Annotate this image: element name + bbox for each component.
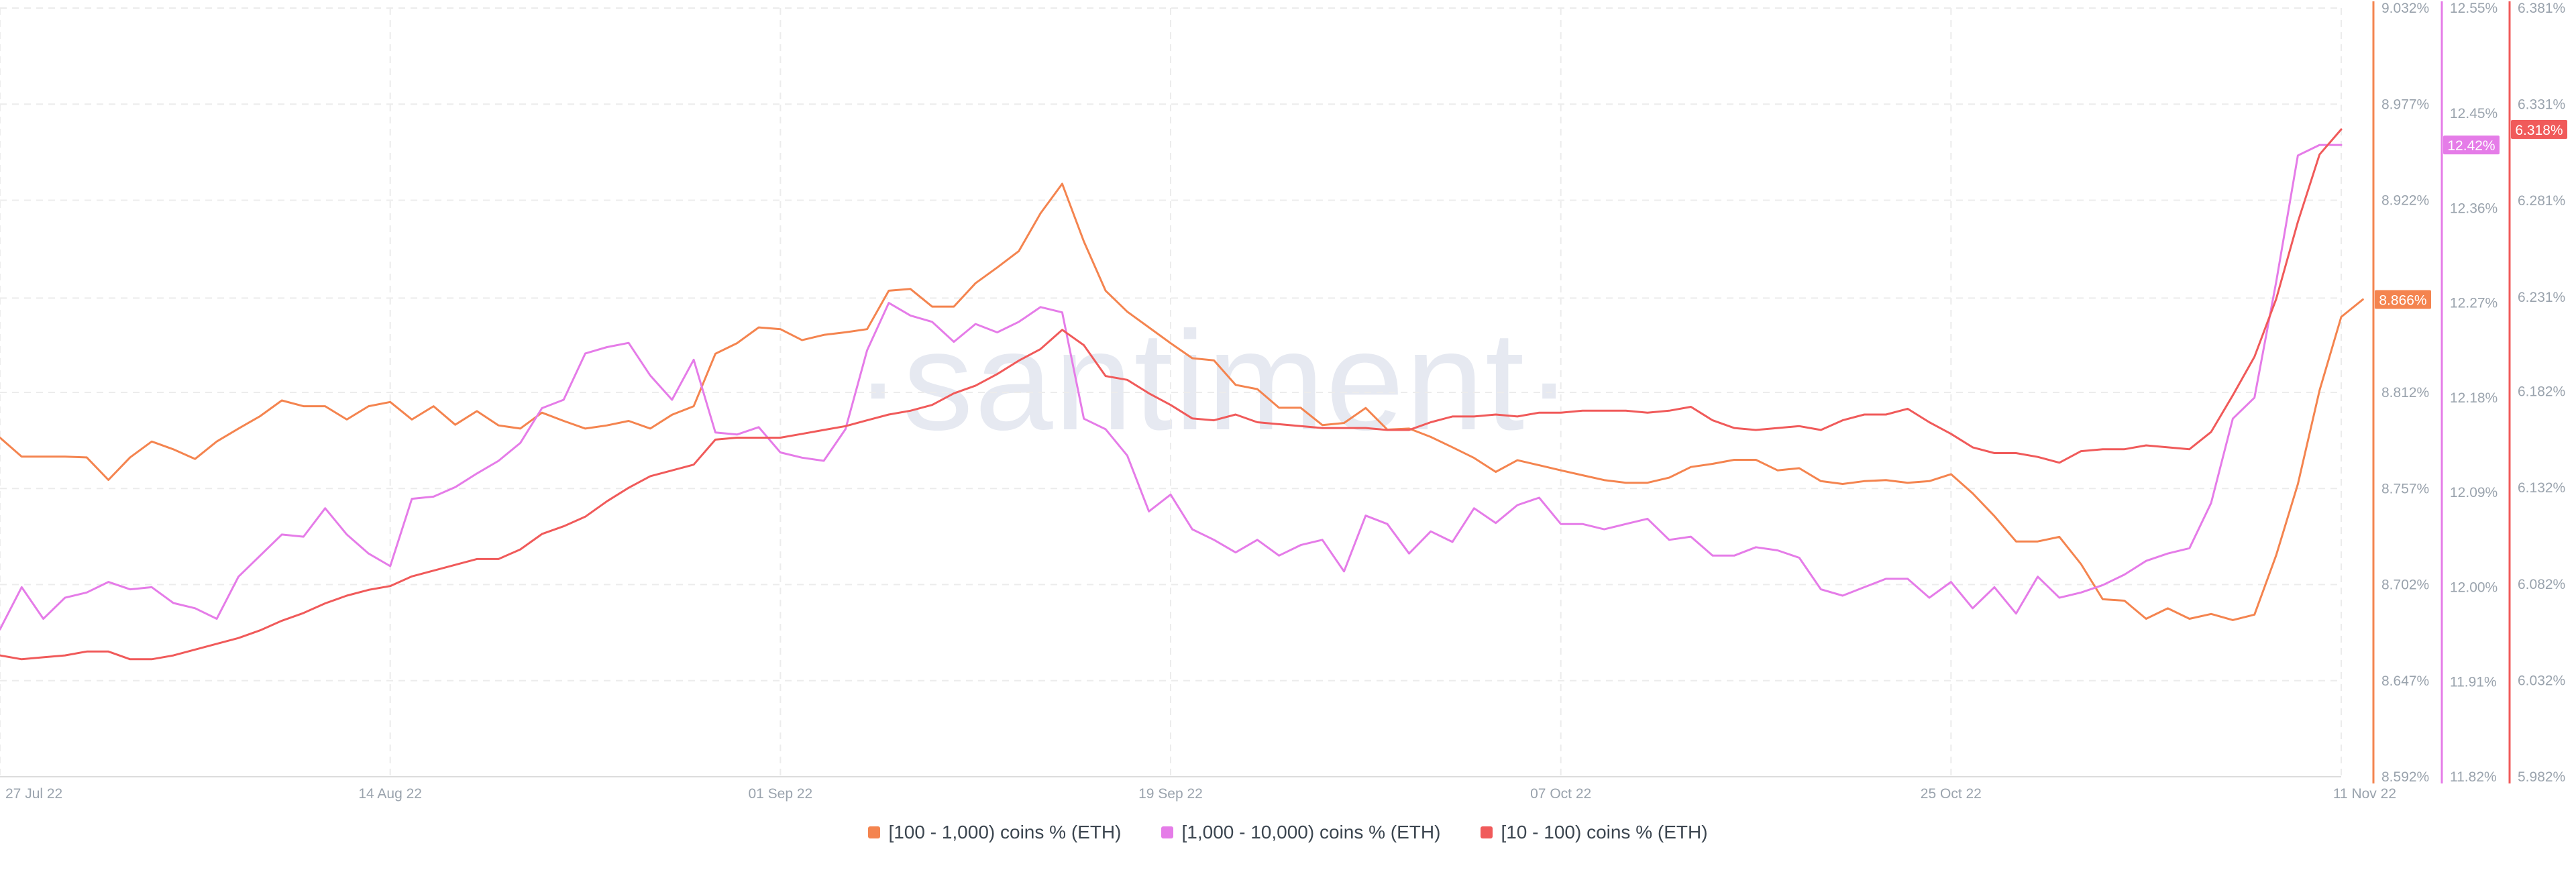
y-tick-label-3: 6.381% <box>2518 1 2565 16</box>
series-line-3[interactable] <box>0 128 2343 661</box>
series-line-2[interactable] <box>0 144 2343 631</box>
y-tick-label-2: 12.00% <box>2450 580 2498 595</box>
y-tick-label-2: 12.45% <box>2450 106 2498 121</box>
y-tick-label-3: 5.982% <box>2518 769 2565 785</box>
current-value-badges: 8.866% 12.42% 6.318% <box>2375 119 2567 309</box>
current-value-badge-1: 8.866% <box>2375 290 2431 309</box>
y-tick-label-3: 6.032% <box>2518 673 2565 688</box>
series <box>0 128 2364 661</box>
y-tick-label-3: 6.331% <box>2518 97 2565 113</box>
y-tick-label-2: 12.27% <box>2450 296 2498 311</box>
current-value-badge-3: 6.318% <box>2511 119 2567 139</box>
y-tick-label-2: 12.18% <box>2450 390 2498 406</box>
x-tick-label: 07 Oct 22 <box>1530 786 1591 802</box>
y-tick-label-1: 8.977% <box>2381 97 2429 112</box>
legend-label: [100 - 1,000) coins % (ETH) <box>888 822 1122 842</box>
series-line-1[interactable] <box>0 182 2364 621</box>
x-tick-label: 19 Sep 22 <box>1138 786 1203 802</box>
grid <box>0 7 2342 777</box>
watermark: ·santiment· <box>855 302 1574 459</box>
y-tick-label-1: 8.592% <box>2381 769 2429 785</box>
y-tick-label-3: 6.182% <box>2518 384 2565 400</box>
y-tick-label-2: 11.91% <box>2450 675 2497 690</box>
x-tick-label: 11 Nov 22 <box>2333 786 2396 802</box>
svg-text:8.866%: 8.866% <box>2379 292 2426 308</box>
y-tick-label-3: 6.281% <box>2518 193 2565 209</box>
y-tick-label-3: 6.231% <box>2518 290 2565 305</box>
y-tick-label-1: 9.032% <box>2381 1 2429 16</box>
legend-swatch <box>1481 826 1493 838</box>
x-tick-label: 14 Aug 22 <box>358 786 422 802</box>
y-tick-label-1: 8.922% <box>2381 193 2429 209</box>
y-tick-label-2: 12.55% <box>2450 1 2498 16</box>
y-axes: 8.592% 8.647% 8.702% 8.757% 8.812% 8.922% 8.97… <box>2372 1 2565 785</box>
legend-label: [10 - 100) coins % (ETH) <box>1501 822 1708 842</box>
legend-item-1[interactable]: [100 - 1,000) coins % (ETH) <box>868 822 1121 843</box>
y-tick-label-3: 6.082% <box>2518 577 2565 592</box>
y-tick-label-1: 8.757% <box>2381 481 2429 496</box>
x-tick-label: 27 Jul 22 <box>5 786 62 802</box>
y-tick-label-1: 8.702% <box>2381 578 2429 593</box>
legend-swatch <box>1161 826 1174 838</box>
legend-swatch <box>868 826 881 838</box>
x-tick-label: 01 Sep 22 <box>748 786 812 802</box>
legend-label: [1,000 - 10,000) coins % (ETH) <box>1181 822 1441 842</box>
x-tick-label: 25 Oct 22 <box>1921 786 1982 802</box>
x-axis: 27 Jul 22 14 Aug 22 01 Sep 22 19 Sep 22 07 O… <box>5 786 2396 802</box>
y-tick-label-1: 8.812% <box>2381 385 2429 400</box>
y-tick-label-2: 12.09% <box>2450 485 2498 500</box>
line-chart[interactable]: ·santiment· 8.592% 8.647% 8.702% 8.757% 8.81… <box>0 0 2576 812</box>
legend-item-3[interactable]: [10 - 100) coins % (ETH) <box>1481 822 1708 843</box>
legend-item-2[interactable]: [1,000 - 10,000) coins % (ETH) <box>1161 822 1440 843</box>
svg-text:12.42%: 12.42% <box>2447 138 2495 154</box>
current-value-badge-2: 12.42% <box>2443 135 2500 155</box>
y-tick-label-2: 11.82% <box>2450 769 2497 785</box>
y-tick-label-2: 12.36% <box>2450 201 2498 216</box>
svg-text:6.318%: 6.318% <box>2515 123 2563 138</box>
y-tick-label-3: 6.132% <box>2518 480 2565 496</box>
y-tick-label-1: 8.647% <box>2381 673 2429 689</box>
legend: [100 - 1,000) coins % (ETH) [1,000 - 10,0… <box>0 822 2576 843</box>
